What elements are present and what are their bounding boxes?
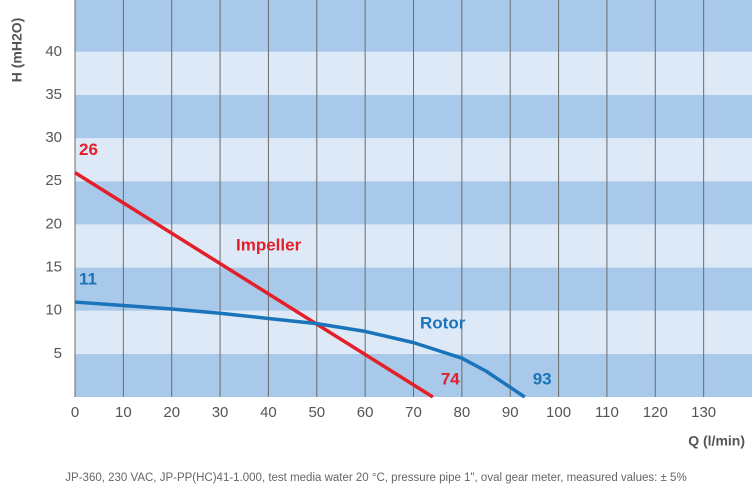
x-tick-label: 50 <box>308 404 325 421</box>
x-tick-label: 120 <box>643 404 668 421</box>
x-axis-title: Q (l/min) <box>688 433 745 449</box>
y-axis-title: H (mH2O) <box>9 18 25 83</box>
end-x-label: 74 <box>441 369 460 388</box>
series-label: Rotor <box>420 313 466 332</box>
y-tick-label: 5 <box>54 345 62 362</box>
start-value-label: 26 <box>79 140 98 159</box>
y-tick-label: 30 <box>45 129 62 146</box>
x-tick-label: 100 <box>546 404 571 421</box>
x-tick-label: 70 <box>405 404 422 421</box>
x-tick-label: 130 <box>691 404 716 421</box>
y-tick-label: 40 <box>45 43 62 60</box>
series-label: Impeller <box>236 235 302 254</box>
x-tick-label: 80 <box>454 404 471 421</box>
x-tick-label: 0 <box>71 404 79 421</box>
x-tick-label: 40 <box>260 404 277 421</box>
y-tick-label: 35 <box>45 86 62 103</box>
x-tick-label: 30 <box>212 404 229 421</box>
y-tick-label: 15 <box>45 259 62 276</box>
y-tick-label: 20 <box>45 215 62 232</box>
footnote: JP-360, 230 VAC, JP-PP(HC)41-1.000, test… <box>65 472 686 484</box>
x-tick-label: 90 <box>502 404 519 421</box>
start-value-label: 11 <box>79 270 97 289</box>
page: H (mH2O) Q (l/min) JP-360, 230 VAC, JP-P… <box>0 0 752 503</box>
end-x-label: 93 <box>533 369 552 388</box>
x-tick-label: 10 <box>115 404 132 421</box>
y-tick-label: 10 <box>45 302 62 319</box>
x-tick-label: 60 <box>357 404 374 421</box>
chart: H (mH2O) Q (l/min) JP-360, 230 VAC, JP-P… <box>0 0 752 503</box>
x-tick-label: 20 <box>163 404 180 421</box>
y-tick-label: 25 <box>45 172 62 189</box>
x-tick-label: 110 <box>595 404 619 421</box>
